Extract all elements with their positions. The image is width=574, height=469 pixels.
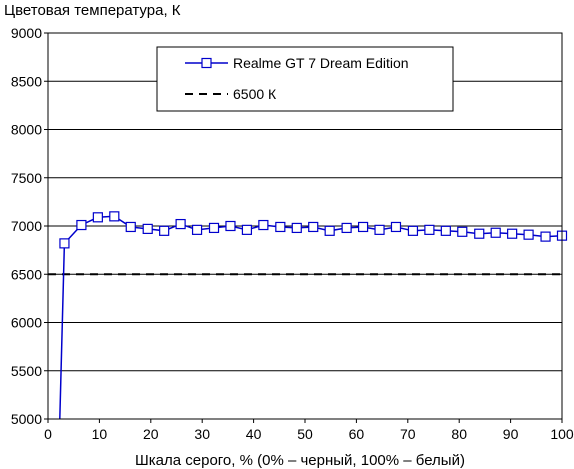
main-series (59, 211, 568, 420)
data-point (241, 224, 253, 235)
x-tick-label: 90 (503, 426, 519, 442)
data-point (390, 221, 402, 233)
legend-marker-square (201, 57, 212, 69)
data-point (159, 225, 170, 236)
data-point (440, 225, 451, 236)
y-tick-label: 9000 (11, 25, 42, 41)
data-point (225, 220, 236, 232)
y-tick-label: 7000 (11, 218, 42, 234)
x-tick-label: 10 (92, 426, 108, 442)
x-tick-label: 30 (194, 426, 210, 442)
y-tick-label: 5000 (11, 411, 42, 427)
data-point (275, 221, 286, 233)
data-point (125, 221, 136, 233)
x-tick-label: 50 (297, 426, 313, 442)
x-tick-label: 60 (349, 426, 365, 442)
data-point (109, 211, 120, 222)
x-axis-ticks: 0 10 20 30 40 50 60 70 80 90 100 (44, 419, 574, 442)
x-tick-label: 20 (143, 426, 159, 442)
y-tick-label: 7500 (11, 170, 42, 186)
x-axis-label: Шкала серого, % (0% – черный, 100% – бел… (135, 452, 465, 469)
data-point (523, 229, 534, 240)
data-point (474, 228, 485, 239)
data-point (142, 223, 153, 234)
x-tick-label: 70 (400, 426, 416, 442)
data-point (258, 219, 269, 231)
data-point (191, 224, 203, 235)
x-tick-label: 100 (550, 426, 574, 442)
y-axis-ticks: 5000 5500 6000 6500 7000 7500 8000 8500 9000 (11, 25, 48, 427)
legend-box (156, 46, 454, 112)
data-point (208, 222, 220, 234)
data-point (76, 219, 87, 231)
legend: Realme GT 7 Dream Edition 6500 К (156, 46, 454, 112)
y-tick-label: 6500 (11, 266, 42, 282)
series-line-realme (59, 215, 563, 420)
data-point (507, 228, 518, 239)
data-point (291, 222, 302, 234)
y-tick-label: 8500 (11, 73, 42, 89)
y-axis-label: Цветовая температура, К (4, 2, 181, 19)
data-point (341, 222, 352, 234)
x-tick-label: 80 (451, 426, 467, 442)
y-tick-label: 5500 (11, 363, 42, 379)
legend-label-6500k: 6500 К (233, 86, 277, 102)
data-point (540, 231, 551, 242)
data-point (407, 225, 419, 236)
data-point (490, 227, 501, 238)
y-tick-label: 8000 (11, 122, 42, 138)
x-tick-label: 40 (246, 426, 262, 442)
data-point (357, 221, 369, 233)
data-point (59, 238, 70, 249)
x-tick-label: 0 (44, 426, 52, 442)
data-point (324, 225, 335, 236)
data-point (374, 224, 385, 235)
y-tick-label: 6000 (11, 315, 42, 331)
data-point (92, 212, 103, 223)
legend-label-realme: Realme GT 7 Dream Edition (233, 55, 409, 71)
data-point (457, 226, 468, 237)
data-point (308, 221, 319, 233)
data-point (175, 218, 186, 230)
data-point (424, 224, 435, 235)
